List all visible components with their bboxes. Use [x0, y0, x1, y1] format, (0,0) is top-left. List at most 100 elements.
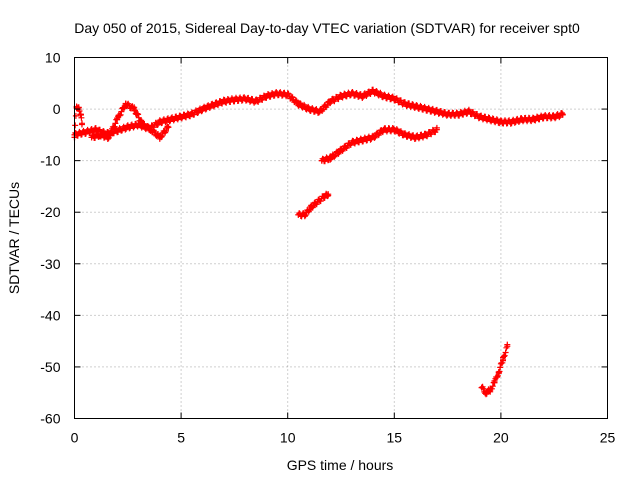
- data-point: [320, 193, 327, 200]
- data-point: [369, 88, 376, 95]
- data-point: [423, 131, 430, 138]
- data-point: [444, 111, 451, 118]
- series-track-f: [478, 341, 511, 398]
- data-point: [482, 389, 489, 396]
- data-point: [295, 100, 302, 107]
- data-point: [455, 111, 462, 118]
- data-point: [314, 198, 321, 205]
- data-point: [306, 106, 313, 113]
- data-point: [338, 147, 344, 154]
- data-point: [500, 356, 507, 363]
- data-point: [465, 108, 472, 115]
- data-point: [210, 101, 217, 108]
- y-tick-label: -50: [40, 359, 60, 375]
- data-point: [508, 118, 515, 125]
- ticks: 0 5 10 15 20 25 -60 -50 -40 -30 -20 -10 0 10: [40, 50, 615, 446]
- y-axis-label: SDTVAR / TECUs: [6, 182, 22, 294]
- data-point: [301, 211, 308, 218]
- data-point: [82, 129, 89, 136]
- data-point: [359, 93, 366, 100]
- data-point: [114, 127, 121, 134]
- data-point: [423, 106, 430, 113]
- data-point: [148, 126, 155, 133]
- data-point: [559, 111, 566, 118]
- data-point: [231, 96, 238, 103]
- data-point: [487, 387, 494, 394]
- data-point: [495, 369, 502, 376]
- data-point: [316, 108, 323, 115]
- data-point: [122, 100, 129, 107]
- y-tick-label: -30: [40, 256, 60, 272]
- data-point: [369, 134, 376, 141]
- data-point: [78, 121, 85, 128]
- data-point: [131, 106, 138, 113]
- x-tick-label: 0: [71, 430, 79, 446]
- series-markers: [318, 124, 440, 165]
- data-point: [348, 139, 355, 146]
- data-point: [156, 134, 163, 141]
- data-point: [348, 90, 355, 97]
- data-point: [433, 108, 440, 115]
- data-point: [359, 137, 366, 144]
- data-point: [124, 124, 131, 131]
- data-point: [284, 91, 291, 98]
- data-point: [412, 134, 419, 141]
- data-point: [308, 204, 315, 211]
- data-point: [188, 111, 195, 118]
- data-point: [263, 93, 270, 100]
- data-point: [327, 98, 334, 105]
- y-tick-label: -40: [40, 307, 60, 323]
- series-track-c: [88, 100, 172, 142]
- data-point: [338, 93, 344, 100]
- series-markers: [478, 341, 511, 398]
- data-point: [487, 116, 494, 123]
- data-point: [114, 116, 121, 123]
- chart-title: Day 050 of 2015, Sidereal Day-to-day VTE…: [74, 20, 580, 36]
- data-point: [252, 98, 259, 105]
- series-track-d: [318, 124, 440, 165]
- data-point: [380, 93, 387, 100]
- series-track-e: [295, 190, 332, 220]
- y-tick-label: 0: [53, 101, 61, 117]
- data-point: [242, 95, 249, 102]
- data-point: [139, 121, 146, 128]
- data-point: [540, 113, 547, 120]
- data-point: [295, 211, 302, 218]
- data-point: [156, 118, 163, 125]
- x-tick-label: 20: [493, 430, 509, 446]
- plot-data: [71, 86, 566, 398]
- data-point: [97, 131, 104, 138]
- plot-frame: [74, 57, 608, 419]
- data-point: [274, 90, 281, 97]
- data-point: [88, 134, 95, 141]
- data-point: [220, 98, 227, 105]
- data-point: [165, 124, 172, 131]
- data-point: [476, 113, 483, 120]
- x-tick-label: 10: [280, 430, 296, 446]
- data-point: [497, 118, 504, 125]
- data-point: [491, 379, 498, 386]
- data-point: [478, 384, 485, 391]
- data-point: [167, 116, 174, 123]
- data-point: [551, 113, 558, 120]
- data-point: [519, 116, 526, 123]
- data-point: [433, 126, 440, 133]
- data-point: [327, 155, 334, 162]
- data-point: [178, 113, 185, 120]
- data-point: [105, 134, 112, 141]
- data-point: [92, 126, 99, 133]
- y-tick-label: -10: [40, 153, 60, 169]
- x-tick-label: 25: [600, 430, 616, 446]
- grid: [74, 57, 608, 419]
- data-point: [380, 126, 387, 133]
- data-point: [391, 126, 398, 133]
- y-tick-label: -20: [40, 204, 60, 220]
- data-point: [325, 191, 332, 198]
- data-point: [401, 131, 408, 138]
- data-point: [199, 106, 206, 113]
- data-point: [318, 157, 325, 164]
- data-point: [529, 116, 536, 123]
- data-point: [401, 100, 408, 107]
- data-point: [77, 111, 84, 118]
